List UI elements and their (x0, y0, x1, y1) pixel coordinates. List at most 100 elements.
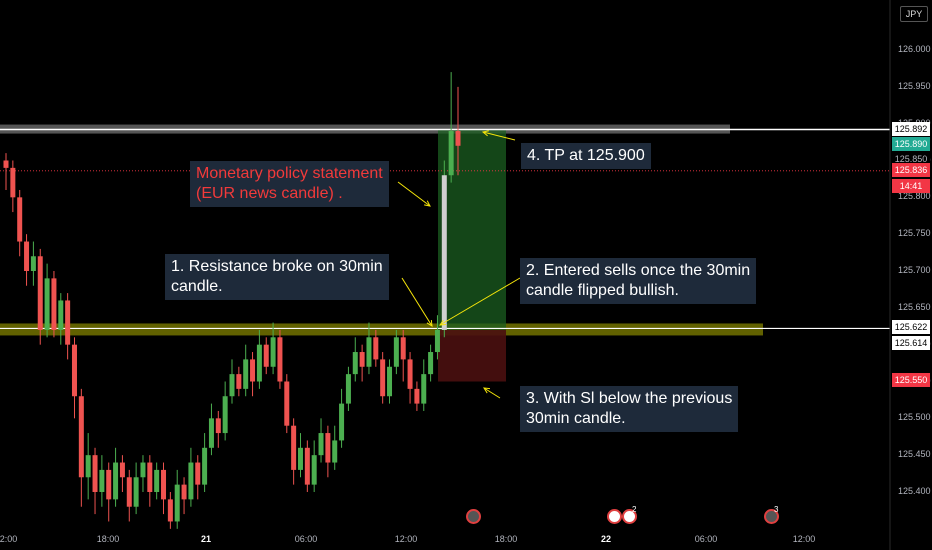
candle (345, 366, 351, 411)
candle (339, 388, 345, 448)
candle (140, 455, 146, 492)
annotation-take-profit[interactable]: 4. TP at 125.900 (521, 143, 651, 169)
resistance-band (0, 323, 763, 336)
arrow (483, 387, 501, 399)
candle (133, 462, 139, 515)
y-tick-label: 126.000 (898, 44, 931, 54)
annotation-resistance[interactable]: 1. Resistance broke on 30min candle. (165, 254, 389, 300)
candle (380, 352, 386, 404)
x-tick-label: 21 (200, 534, 212, 544)
event-icon[interactable] (466, 509, 481, 524)
arrow (401, 277, 433, 327)
candle (92, 447, 98, 515)
candle (51, 271, 57, 338)
candle (147, 455, 153, 507)
arrow-head (424, 200, 431, 207)
candle (229, 359, 235, 404)
candle (304, 440, 310, 492)
candle (126, 469, 132, 522)
candle (167, 492, 173, 529)
candle (250, 352, 256, 397)
annotation-entry[interactable]: 2. Entered sells once the 30min candle f… (520, 258, 757, 304)
candle (291, 418, 297, 485)
arrow-head (426, 319, 433, 327)
candle (400, 329, 406, 382)
y-tick-label: 125.650 (898, 301, 931, 312)
candle (113, 447, 119, 507)
price-tag: 14:41 (892, 179, 930, 193)
candle (208, 403, 214, 456)
candle (414, 381, 420, 411)
candle (434, 315, 440, 360)
x-tick-label: 06:00 (294, 534, 318, 544)
event-icon[interactable] (607, 509, 622, 524)
candle (71, 337, 77, 419)
candle (17, 189, 23, 257)
candle (37, 248, 43, 345)
candle (359, 344, 365, 382)
event-icon[interactable] (622, 509, 637, 524)
arrow (482, 131, 516, 141)
candle (256, 329, 262, 389)
candle (174, 469, 180, 529)
x-tick-label: 06:00 (694, 534, 718, 544)
x-tick-label: 12:00 (792, 534, 816, 544)
candle (373, 329, 379, 367)
candle (99, 455, 105, 507)
price-tag: 125.550 (892, 373, 930, 387)
price-tag: 125.622 (892, 320, 930, 334)
currency-label[interactable]: JPY (900, 6, 928, 22)
candle (263, 337, 269, 375)
candle (24, 234, 30, 286)
candle (318, 418, 324, 463)
price-tag: 125.614 (892, 336, 930, 350)
candle (222, 381, 228, 441)
annotation-stop-loss[interactable]: 3. With Sl below the previous 30min cand… (520, 386, 739, 432)
candle (65, 293, 71, 360)
annotation-monetary-policy[interactable]: Monetary policy statement (EUR news cand… (190, 161, 389, 207)
candle (455, 86, 461, 176)
price-tag: 125.850 (892, 152, 930, 166)
y-tick-label: 125.450 (898, 449, 931, 460)
stop-loss-zone (438, 329, 506, 382)
candle (161, 462, 167, 515)
candle (352, 337, 358, 382)
candle (407, 352, 413, 404)
arrow-head (481, 130, 489, 137)
x-tick-label: 22 (600, 534, 612, 544)
candle (58, 293, 64, 345)
candle (30, 241, 36, 286)
candle (277, 329, 283, 389)
arrow-head (439, 319, 447, 326)
event-badge-count: 2 (632, 505, 637, 514)
x-tick-label: 12:00 (394, 534, 418, 544)
y-tick-label: 125.700 (898, 265, 931, 275)
candle (202, 433, 208, 492)
candle (393, 329, 399, 375)
event-badge-count: 3 (774, 505, 779, 514)
candle (387, 359, 393, 404)
candle (181, 477, 187, 515)
x-tick-label: 12:00 (0, 534, 18, 544)
candle (284, 374, 290, 434)
y-tick-label: 125.500 (898, 412, 931, 423)
arrow (397, 181, 431, 207)
price-tag: 125.890 (892, 137, 930, 151)
candle (119, 455, 125, 492)
candle (243, 344, 249, 397)
candle (441, 160, 447, 338)
x-tick-label: 18:00 (494, 534, 518, 544)
price-tag: 125.892 (892, 122, 930, 136)
price-tag: 125.836 (892, 163, 930, 177)
candle (106, 462, 112, 522)
candle (3, 153, 9, 190)
candle (270, 322, 276, 375)
x-tick-label: 18:00 (96, 534, 120, 544)
candle (195, 455, 201, 500)
y-tick-label: 125.750 (898, 228, 931, 239)
candle (85, 433, 91, 500)
event-icon[interactable] (764, 509, 779, 524)
candle (325, 425, 331, 478)
candle (215, 410, 221, 448)
